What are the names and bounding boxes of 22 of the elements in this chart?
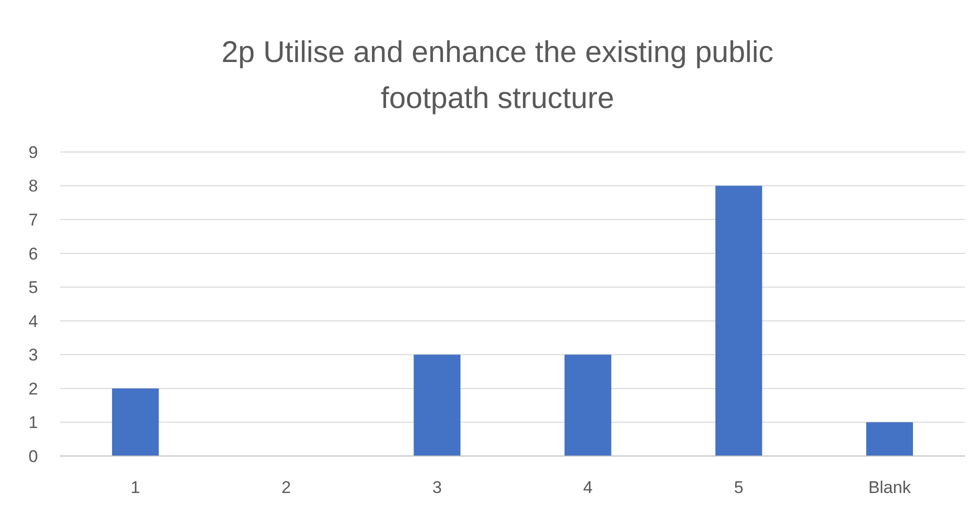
y-tick-label: 6 bbox=[28, 244, 38, 264]
x-tick-label: 3 bbox=[432, 478, 442, 497]
x-tick-label: 2 bbox=[282, 478, 291, 497]
bar bbox=[112, 388, 159, 456]
y-tick-label: 1 bbox=[28, 413, 38, 432]
y-tick-label: 7 bbox=[28, 210, 38, 230]
x-tick-label: Blank bbox=[868, 478, 912, 497]
y-tick-label: 2 bbox=[28, 379, 38, 398]
bar bbox=[414, 354, 460, 456]
y-tick-label: 9 bbox=[28, 142, 38, 162]
y-tick-label: 3 bbox=[28, 346, 38, 365]
chart-title: 2p Utilise and enhance the existing public footpath structure bbox=[221, 36, 774, 115]
y-tick-label: 5 bbox=[28, 278, 38, 298]
y-tick-label: 8 bbox=[28, 176, 38, 196]
x-tick-label: 5 bbox=[734, 478, 744, 497]
x-tick-label: 1 bbox=[130, 478, 140, 497]
x-tick-label: 4 bbox=[583, 478, 593, 497]
bar bbox=[866, 422, 913, 456]
y-tick-label: 4 bbox=[28, 312, 38, 331]
y-tick-label: 0 bbox=[28, 446, 38, 466]
bar bbox=[715, 186, 762, 456]
bar bbox=[564, 354, 612, 456]
